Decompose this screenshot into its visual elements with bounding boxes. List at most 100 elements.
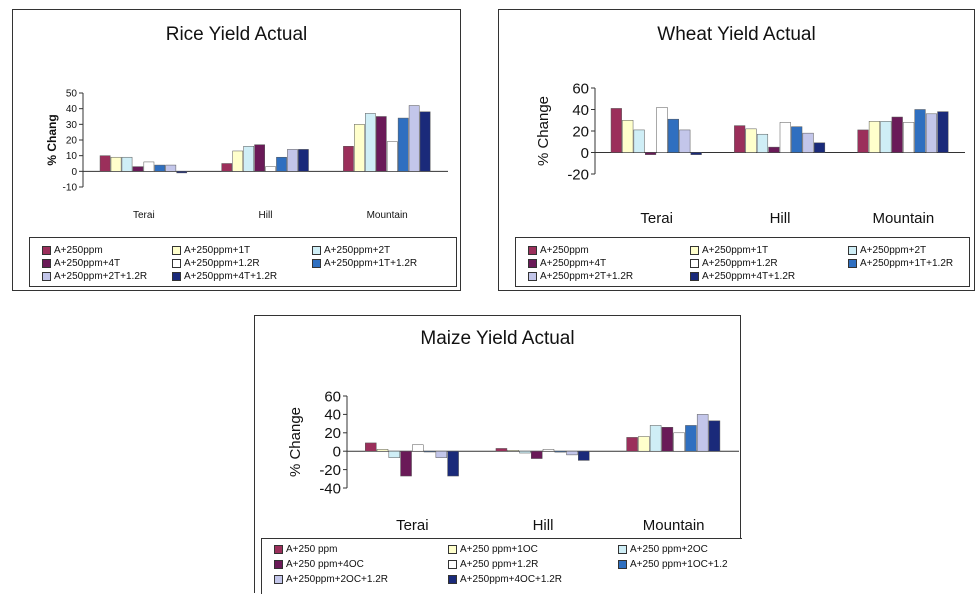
wheat-legend-swatch — [690, 259, 699, 268]
maize-category-label: Hill — [533, 517, 554, 534]
rice-legend-label: A+250ppm+1T — [184, 245, 251, 256]
rice-chart-panel: Rice Yield Actual 50 40 30 20 10 0 -10 % Chang T… — [12, 9, 461, 291]
rice-bar — [110, 156, 122, 172]
maize-bar — [696, 414, 709, 452]
wheat-bar — [610, 108, 622, 153]
maize-legend-item: A+250 ppm+1OC+1.2 — [618, 559, 728, 570]
wheat-y-tick-label: 40 — [572, 102, 589, 119]
wheat-legend-label: A+250ppm+4T — [540, 258, 607, 269]
rice-legend-item: A+250ppm+2T — [312, 245, 390, 256]
rice-y-tick-label: 20 — [66, 136, 78, 147]
wheat-y-tick-label: -20 — [567, 166, 589, 183]
rice-legend-item: A+250ppm+4T — [42, 258, 120, 269]
wheat-bar — [880, 121, 892, 153]
maize-y-tick-label: -20 — [319, 462, 341, 479]
wheat-bar — [779, 122, 791, 153]
maize-legend-item: A+250 ppm+2OC — [618, 544, 708, 555]
maize-legend-label: A+250ppm+4OC+1.2R — [460, 574, 563, 585]
maize-bar — [447, 450, 459, 477]
rice-bar — [121, 156, 133, 172]
maize-y-tick-label: 20 — [324, 425, 341, 442]
rice-y-tick-label: -10 — [63, 183, 78, 194]
wheat-bar — [667, 118, 679, 153]
wheat-legend-label: A+250ppm+4T+1.2R — [702, 271, 796, 282]
maize-legend-swatch — [618, 545, 627, 554]
rice-category-label: Terai — [133, 210, 155, 221]
rice-bar — [419, 111, 431, 172]
rice-bar — [397, 117, 409, 172]
maize-legend: A+250 ppm A+250 ppm+1OC A+250 ppm+2OC A+250… — [261, 538, 742, 594]
rice-bar — [298, 149, 309, 172]
rice-y-tick-label: 40 — [66, 104, 78, 115]
wheat-bar — [734, 125, 746, 153]
rice-legend-item: A+250ppm+1T+1.2R — [312, 258, 417, 269]
maize-legend-item: A+250 ppm+4OC — [274, 559, 364, 570]
wheat-bar — [903, 122, 915, 153]
maize-bar — [530, 450, 543, 459]
wheat-bar — [925, 113, 938, 153]
maize-bar — [649, 425, 662, 452]
wheat-legend-item: A+250ppm+4T — [528, 258, 606, 269]
maize-category-label: Mountain — [643, 517, 705, 534]
rice-legend-item: A+250ppm — [42, 245, 103, 256]
rice-bar — [386, 141, 398, 172]
maize-y-tick-label: -40 — [319, 480, 341, 497]
rice-bar — [221, 163, 233, 172]
maize-legend-label: A+250ppm+2OC+1.2R — [286, 574, 389, 585]
rice-legend-swatch — [42, 246, 51, 255]
maize-bar — [542, 449, 555, 452]
rice-legend-swatch — [312, 259, 321, 268]
rice-legend-label: A+250ppm+4T+1.2R — [184, 271, 278, 282]
maize-legend-item: A+250 ppm+1OC — [448, 544, 538, 555]
rice-bar — [165, 164, 177, 172]
maize-chart-panel: Maize Yield Actual 60 40 20 0 -20 -40 % Change… — [254, 315, 742, 594]
wheat-legend-item: A+250ppm+2T — [848, 245, 926, 256]
rice-y-tick-label: 50 — [66, 89, 78, 100]
maize-bar — [578, 450, 590, 461]
wheat-bar — [656, 107, 668, 153]
rice-bar — [176, 171, 188, 174]
rice-chart-plot: 50 40 30 20 10 0 -10 % Chang Terai Hill Mountain — [45, 89, 448, 221]
maize-bar — [507, 450, 519, 452]
wheat-bar — [868, 121, 880, 153]
wheat-legend-label: A+250ppm+2T+1.2R — [540, 271, 634, 282]
rice-y-tick-label: 0 — [71, 167, 77, 178]
wheat-legend-label: A+250ppm+1T+1.2R — [860, 258, 954, 269]
wheat-legend-label: A+250ppm+1T — [702, 245, 769, 256]
wheat-chart-title: Wheat Yield Actual — [657, 24, 816, 45]
maize-legend-swatch — [618, 560, 627, 569]
maize-legend-label: A+250 ppm+1.2R — [460, 559, 539, 570]
rice-legend-swatch — [42, 272, 51, 281]
rice-legend-label: A+250ppm+2T — [324, 245, 391, 256]
maize-bar — [435, 450, 448, 458]
rice-bar — [354, 124, 365, 172]
maize-bar — [673, 432, 685, 452]
wheat-y-tick-label: 0 — [581, 145, 589, 162]
wheat-bar — [891, 116, 903, 153]
maize-y-axis-label: % Change — [287, 407, 304, 477]
wheat-legend-item: A+250ppm+1T — [690, 245, 768, 256]
maize-bar — [554, 450, 566, 453]
maize-bar — [519, 450, 531, 454]
wheat-y-tick-label: 20 — [572, 123, 589, 140]
rice-bar — [254, 144, 265, 172]
rice-legend-label: A+250ppm — [54, 245, 103, 256]
wheat-bar — [802, 132, 814, 153]
rice-bar — [232, 150, 244, 172]
maize-bar — [626, 437, 638, 452]
wheat-category-label: Hill — [770, 210, 791, 227]
rice-legend-label: A+250ppm+2T+1.2R — [54, 271, 148, 282]
wheat-bar — [813, 142, 826, 153]
rice-bar — [408, 105, 420, 172]
wheat-y-axis-label: % Change — [535, 96, 552, 166]
wheat-legend-item: A+250ppm+1T+1.2R — [848, 258, 953, 269]
rice-bar — [265, 166, 276, 172]
wheat-bar — [791, 126, 803, 153]
maize-legend-swatch — [274, 545, 283, 554]
maize-legend-label: A+250 ppm+4OC — [286, 559, 364, 570]
maize-legend-swatch — [448, 545, 457, 554]
wheat-legend-item: A+250ppm — [528, 245, 589, 256]
maize-bar — [566, 450, 578, 456]
rice-legend-swatch — [172, 246, 181, 255]
wheat-legend-swatch — [528, 272, 537, 281]
